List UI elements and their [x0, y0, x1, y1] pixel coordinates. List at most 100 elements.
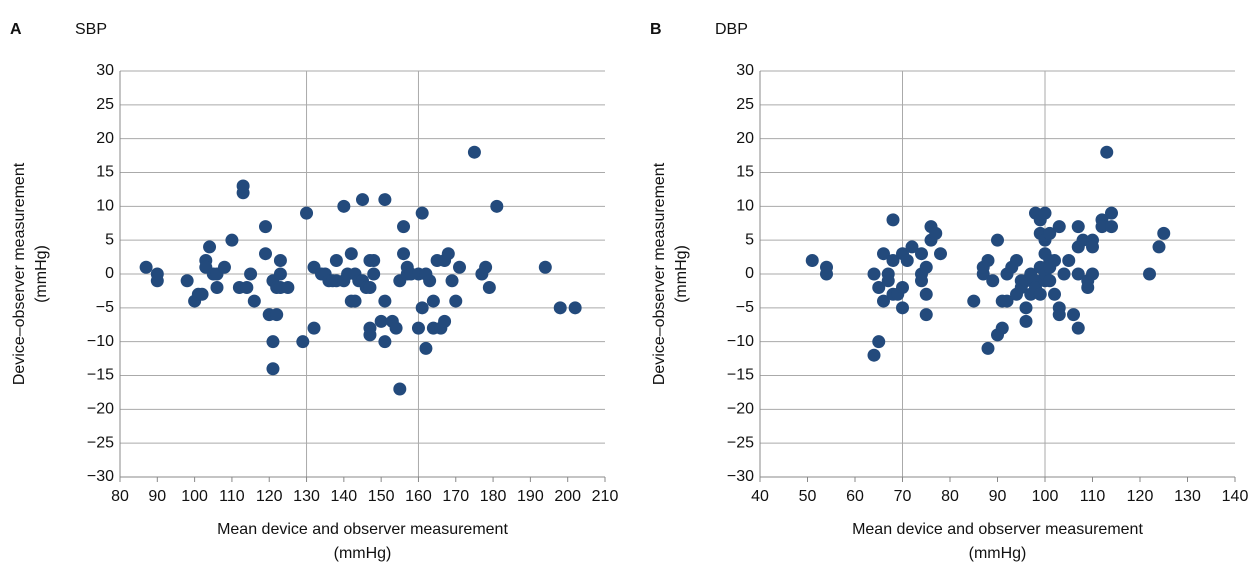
point: [273, 253, 287, 267]
y-tick-label: −25: [87, 434, 114, 451]
point: [389, 321, 403, 335]
point: [1100, 145, 1114, 159]
y-tick-label: 20: [736, 130, 754, 147]
point: [445, 274, 459, 288]
y-tick-label: −20: [87, 401, 114, 418]
x-tick-label: 180: [480, 488, 507, 505]
point: [929, 226, 943, 240]
point: [1052, 301, 1066, 315]
point: [490, 199, 504, 213]
point: [1067, 308, 1080, 322]
x-tick-label: 80: [111, 488, 129, 505]
point: [419, 341, 433, 355]
point: [438, 314, 452, 328]
y-tick-label: 25: [96, 96, 114, 113]
point: [378, 294, 392, 308]
point: [1157, 226, 1171, 240]
point: [210, 281, 224, 295]
point: [896, 281, 909, 295]
point: [259, 247, 272, 261]
point: [415, 206, 429, 220]
y-tick-label: −15: [87, 367, 114, 384]
x-tick-label: 50: [799, 488, 817, 505]
y-axis-label: (mmHg): [33, 245, 50, 303]
point: [240, 281, 254, 295]
point: [1071, 267, 1085, 281]
point: [426, 294, 440, 308]
point: [1076, 233, 1090, 247]
point: [356, 193, 369, 207]
x-tick-label: 120: [1127, 488, 1154, 505]
x-tick-label: 110: [219, 488, 245, 505]
y-tick-label: 10: [96, 198, 114, 215]
point: [1019, 314, 1033, 328]
y-tick-label: −5: [736, 299, 754, 316]
point: [411, 321, 425, 335]
point: [553, 301, 567, 315]
point: [367, 267, 381, 281]
point: [378, 335, 392, 349]
point: [270, 308, 284, 322]
point: [1071, 220, 1085, 234]
y-tick-label: −5: [96, 299, 114, 316]
point: [259, 220, 272, 234]
point: [1038, 206, 1052, 220]
y-tick-label: −15: [727, 367, 754, 384]
x-tick-label: 200: [554, 488, 581, 505]
x-tick-label: 100: [181, 488, 208, 505]
point: [1071, 321, 1085, 335]
point: [300, 206, 314, 220]
point: [1105, 220, 1118, 234]
x-tick-label: 130: [1174, 488, 1201, 505]
x-axis-label: (mmHg): [969, 545, 1027, 562]
point: [915, 274, 928, 288]
y-tick-label: 15: [96, 164, 114, 181]
y-tick-label: 5: [745, 231, 754, 248]
point: [296, 335, 310, 349]
point: [867, 267, 881, 281]
x-tick-label: 100: [1032, 488, 1059, 505]
point: [329, 253, 343, 267]
point: [1033, 287, 1047, 301]
x-axis-label: (mmHg): [334, 545, 392, 562]
point: [919, 260, 933, 274]
point: [1086, 267, 1099, 281]
point: [538, 260, 552, 274]
point: [266, 335, 280, 349]
point: [363, 281, 377, 295]
point: [453, 260, 466, 274]
point: [195, 287, 209, 301]
x-axis-label: Mean device and observer measurement: [217, 521, 508, 538]
x-tick-label: 140: [1222, 488, 1249, 505]
panel-label: B: [650, 21, 662, 38]
point: [900, 253, 914, 267]
point: [995, 321, 1009, 335]
y-tick-label: 15: [736, 164, 754, 181]
point: [479, 260, 493, 274]
y-tick-label: −30: [87, 468, 114, 485]
point: [915, 247, 928, 261]
point: [1048, 253, 1061, 267]
x-tick-label: 190: [517, 488, 544, 505]
y-axis-label: Device–observer measurement: [11, 162, 28, 385]
y-tick-label: 30: [736, 62, 754, 79]
point: [1062, 253, 1076, 267]
point: [991, 233, 1004, 247]
point: [150, 274, 164, 288]
point: [872, 335, 886, 349]
point: [281, 281, 295, 295]
point: [236, 179, 250, 193]
point: [1152, 240, 1166, 254]
point: [886, 213, 900, 227]
panel-label: A: [10, 21, 22, 38]
point: [1086, 240, 1099, 254]
y-tick-label: 5: [105, 231, 114, 248]
point: [441, 247, 455, 261]
point: [986, 274, 1000, 288]
point: [919, 308, 933, 322]
point: [1105, 206, 1118, 220]
y-tick-label: 10: [736, 198, 754, 215]
point: [393, 382, 407, 396]
point: [896, 301, 909, 315]
